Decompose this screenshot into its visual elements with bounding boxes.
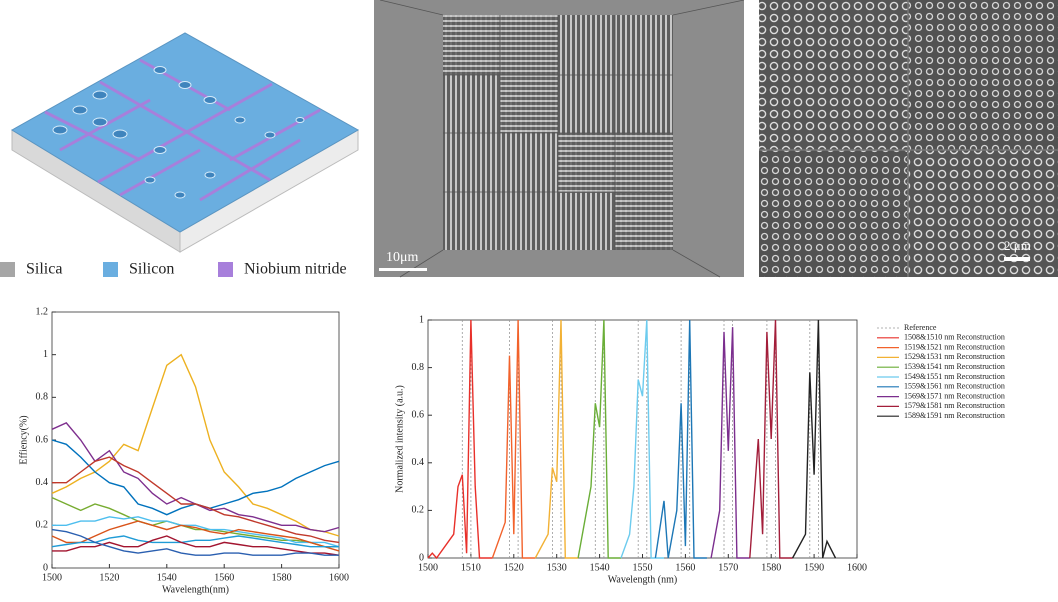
data-line (51, 528, 339, 556)
data-line (534, 319, 579, 559)
legend-label: Silica (26, 261, 62, 278)
x-tick-label: 1510 (461, 562, 481, 573)
legend-label: Silicon (129, 261, 174, 278)
data-line (52, 516, 340, 548)
legend-swatch (218, 262, 233, 277)
y-axis-label: Normalized intensity (a.u.) (394, 385, 405, 493)
data-line (51, 520, 340, 552)
y-tick-label: 0 (43, 562, 48, 573)
x-tick-label: 1600 (329, 572, 349, 583)
data-line (654, 319, 707, 559)
legend-label: 1569&1571 nm Reconstruction (904, 391, 1005, 400)
y-tick-label: 1 (419, 314, 424, 325)
data-line (710, 327, 750, 559)
data-line (577, 319, 621, 559)
y-tick-label: 1 (43, 349, 48, 360)
legend-label: 1549&1551 nm Reconstruction (904, 372, 1005, 381)
legend-label: 1519&1521 nm Reconstruction (904, 342, 1005, 351)
legend-label: 1559&1561 nm Reconstruction (904, 382, 1005, 391)
data-line (52, 456, 340, 544)
legend-label: 1508&1510 nm Reconstruction (904, 333, 1005, 342)
legend-swatch (0, 262, 15, 277)
y-tick-label: 0.6 (412, 409, 425, 420)
legend-label: 1539&1541 nm Reconstruction (904, 362, 1005, 371)
x-axis-label: Wavelength(nm) (162, 584, 229, 595)
data-line (427, 319, 493, 560)
y-tick-label: 0.4 (412, 457, 425, 468)
legend-label: Reference (904, 323, 937, 332)
x-tick-label: 1560 (675, 562, 695, 573)
y-tick-label: 0.2 (36, 520, 49, 531)
sem-image-1 (374, 0, 745, 278)
y-tick-label: 0.8 (412, 362, 425, 373)
data-line (749, 319, 793, 559)
data-line (791, 319, 837, 559)
data-line (51, 353, 340, 537)
x-tick-label: 1550 (633, 562, 653, 573)
legend-label: 1579&1581 nm Reconstruction (904, 401, 1005, 410)
x-tick-label: 1520 (99, 572, 119, 583)
sem-image-2 (759, 0, 1058, 277)
x-tick-label: 1530 (547, 562, 567, 573)
x-tick-label: 1560 (214, 572, 234, 583)
data-line (491, 319, 536, 559)
y-tick-label: 0.6 (36, 434, 49, 445)
x-tick-label: 1580 (761, 562, 781, 573)
y-tick-label: 0.8 (36, 392, 49, 403)
x-tick-label: 1500 (42, 572, 62, 583)
data-line (51, 535, 339, 548)
x-tick-label: 1500 (418, 562, 438, 573)
device-render (11, 32, 360, 253)
plot-area (427, 319, 858, 559)
legend-label: 1589&1591 nm Reconstruction (904, 411, 1005, 420)
scale-bar-label: 10μm (386, 250, 419, 265)
y-tick-label: 1.2 (36, 306, 49, 317)
x-tick-label: 1540 (157, 572, 177, 583)
x-axis-label: Wavelength (nm) (608, 574, 677, 585)
y-tick-label: 0.2 (412, 505, 425, 516)
y-tick-label: 0.4 (36, 477, 49, 488)
legend-label: Niobium nitride (244, 261, 347, 278)
x-tick-label: 1540 (590, 562, 610, 573)
x-tick-label: 1570 (718, 562, 738, 573)
legend-label: 1529&1531 nm Reconstruction (904, 352, 1005, 361)
y-axis-label: Effiency(%) (18, 415, 29, 464)
legend-swatch (103, 262, 118, 277)
x-tick-label: 1600 (847, 562, 867, 573)
data-line (52, 535, 340, 556)
data-line (620, 319, 664, 559)
x-tick-label: 1520 (504, 562, 524, 573)
y-tick-label: 0 (419, 552, 424, 563)
x-tick-label: 1590 (804, 562, 824, 573)
scale-bar-label: 2 μm (1004, 238, 1031, 253)
x-tick-label: 1580 (272, 572, 292, 583)
